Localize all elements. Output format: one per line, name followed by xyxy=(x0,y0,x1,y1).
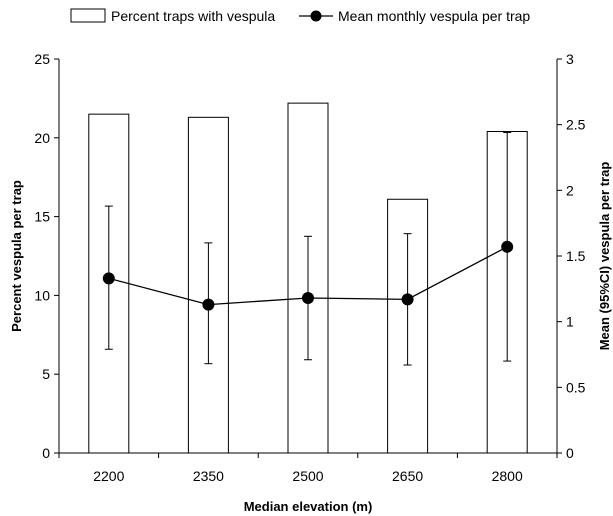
y-tick-label-right: 0 xyxy=(566,445,574,461)
line-point xyxy=(501,240,514,253)
x-tick-label: 2350 xyxy=(193,468,224,484)
legend-bar-swatch xyxy=(70,8,106,23)
y-tick-label-left: 10 xyxy=(34,287,50,303)
y-axis-title: Percent vespula per trap xyxy=(9,180,24,332)
line-point xyxy=(401,293,414,306)
y-tick-label-right: 2.5 xyxy=(566,117,586,133)
y-tick-label-right: 1.5 xyxy=(566,248,586,264)
y-tick-label-right: 0.5 xyxy=(566,379,586,395)
line-point xyxy=(302,292,314,305)
line-point xyxy=(202,298,215,311)
x-tick-label: 2800 xyxy=(492,468,523,484)
legend: Percent traps with vespula Mean monthly … xyxy=(70,8,530,24)
y-tick-label-left: 0 xyxy=(42,445,50,461)
legend-bar-label: Percent traps with vespula xyxy=(111,8,275,24)
y-tick-label-right: 1 xyxy=(566,314,574,330)
x-axis-title: Median elevation (m) xyxy=(244,499,373,514)
legend-line-marker xyxy=(310,10,322,22)
y-tick-label-left: 15 xyxy=(34,209,50,225)
x-tick-label: 2200 xyxy=(93,468,124,484)
x-tick-label: 2650 xyxy=(392,468,423,484)
y-axis-right-title: Mean (95%CI) vespula per trap xyxy=(597,162,612,351)
y-tick-label-right: 3 xyxy=(566,51,574,67)
plot-area: 0 5 10 15 20 25 0 0.5 1 1.5 2 2.5 3 2200 2350 2500 2650 2… xyxy=(34,51,585,484)
line-point xyxy=(102,272,115,285)
y-tick-label-left: 20 xyxy=(34,130,50,146)
y-tick-label-right: 2 xyxy=(566,182,574,198)
y-tick-label-left: 25 xyxy=(34,51,50,67)
legend-line-label: Mean monthly vespula per trap xyxy=(338,8,530,24)
x-tick-label: 2500 xyxy=(292,468,323,484)
y-tick-label-left: 5 xyxy=(42,366,50,382)
